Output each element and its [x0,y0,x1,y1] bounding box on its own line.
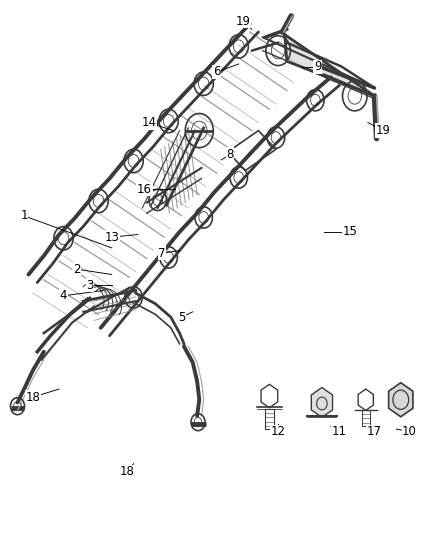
Text: 16: 16 [137,183,152,196]
Polygon shape [285,35,374,96]
Text: 18: 18 [120,465,134,478]
Text: 8: 8 [226,148,233,161]
Polygon shape [389,383,413,417]
Text: 11: 11 [332,425,347,438]
Text: 9: 9 [314,60,321,73]
Text: 6: 6 [213,66,221,78]
Text: 7: 7 [158,247,166,260]
Text: 13: 13 [104,231,119,244]
Text: 1: 1 [20,209,28,222]
Text: 10: 10 [402,425,417,438]
Text: 15: 15 [343,225,358,238]
Text: 17: 17 [367,425,382,438]
Text: 2: 2 [73,263,81,276]
Text: 14: 14 [141,116,156,129]
Text: 18: 18 [25,391,40,403]
Text: 19: 19 [376,124,391,137]
Text: 19: 19 [236,15,251,28]
Text: 4: 4 [60,289,67,302]
Polygon shape [311,387,332,417]
Text: 12: 12 [271,425,286,438]
Text: 3: 3 [86,279,93,292]
Text: 5: 5 [178,311,185,324]
